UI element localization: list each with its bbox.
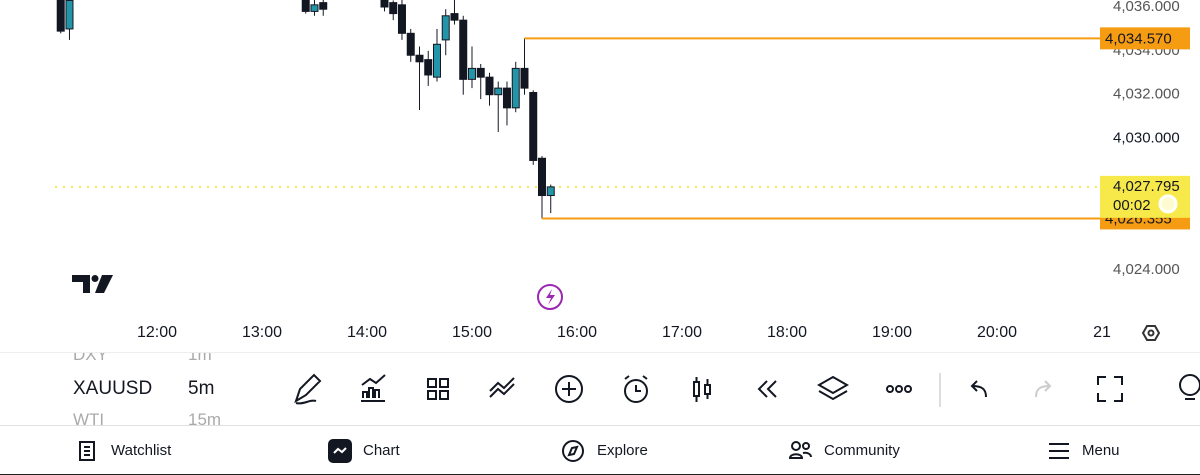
interval[interactable]: 5m bbox=[188, 378, 215, 399]
candle-body bbox=[476, 67, 485, 78]
draw-icon[interactable] bbox=[294, 373, 322, 405]
countdown: 00:02 bbox=[1113, 197, 1151, 214]
candle-body bbox=[546, 186, 555, 197]
plot-area bbox=[55, 0, 1100, 220]
candle-body bbox=[537, 157, 546, 197]
tv-logo bbox=[72, 275, 113, 293]
event-icon[interactable] bbox=[537, 284, 563, 310]
candle-body bbox=[467, 67, 476, 80]
fullscreen-icon[interactable] bbox=[1097, 376, 1123, 402]
x-tick-label: 13:00 bbox=[242, 324, 282, 341]
candle-body bbox=[389, 2, 398, 15]
price-level-box bbox=[1100, 27, 1190, 50]
bottom-nav: Watchlist Chart Explore Community Menu bbox=[0, 425, 1200, 475]
candle-body bbox=[56, 0, 65, 32]
toolbar-icons bbox=[294, 373, 1200, 407]
chart-type-icon[interactable] bbox=[693, 377, 711, 402]
y-tick-label: 4,032.000 bbox=[1113, 86, 1180, 103]
undo-icon[interactable] bbox=[970, 380, 987, 398]
candle-body bbox=[397, 4, 406, 34]
y-tick-label: 4,030.000 bbox=[1113, 130, 1180, 147]
candle-body bbox=[441, 15, 450, 41]
x-tick-label: 18:00 bbox=[767, 324, 807, 341]
nav-item[interactable]: Watchlist bbox=[111, 442, 172, 459]
interval[interactable]: 1m bbox=[188, 352, 212, 364]
nav-icons bbox=[79, 439, 1069, 463]
symbol[interactable]: WTI bbox=[73, 410, 105, 426]
candle-body bbox=[520, 67, 529, 89]
nav-item[interactable]: Community bbox=[824, 442, 900, 459]
ideas-icon[interactable] bbox=[1179, 374, 1200, 400]
interval[interactable]: 15m bbox=[188, 410, 222, 426]
replay-icon[interactable] bbox=[757, 380, 777, 398]
live-dot bbox=[1158, 194, 1178, 214]
candle-body bbox=[529, 92, 538, 161]
current-price-box bbox=[1100, 175, 1190, 218]
x-tick-label: 21 bbox=[1093, 324, 1111, 341]
x-tick-label: 16:00 bbox=[557, 324, 597, 341]
y-tick-label: 4,024.000 bbox=[1113, 261, 1180, 278]
candle-body bbox=[415, 54, 424, 63]
y-tick-label: 4,036.000 bbox=[1113, 0, 1180, 15]
layers-icon[interactable] bbox=[816, 375, 850, 401]
x-tick-label: 12:00 bbox=[137, 324, 177, 341]
candle-body bbox=[406, 32, 415, 56]
layout-icon[interactable] bbox=[427, 378, 449, 400]
candle-body bbox=[310, 4, 319, 12]
x-tick-label: 17:00 bbox=[662, 324, 702, 341]
settings-icon[interactable] bbox=[1141, 325, 1161, 341]
compare-icon[interactable] bbox=[489, 377, 515, 398]
candle-body bbox=[502, 87, 511, 109]
current-price-label: 4,027.795 bbox=[1113, 178, 1180, 195]
x-tick-label: 20:00 bbox=[977, 324, 1017, 341]
candle-body bbox=[319, 2, 328, 10]
alert-icon[interactable] bbox=[624, 375, 648, 403]
nav-item[interactable]: Explore bbox=[597, 442, 648, 459]
candle-body bbox=[380, 0, 389, 8]
symbol[interactable]: XAUUSD bbox=[73, 378, 153, 399]
price-level-label: 4,034.570 bbox=[1105, 30, 1172, 47]
candle-body bbox=[494, 87, 503, 96]
candle-body bbox=[424, 59, 433, 76]
chart: 12:00 13:00 14:00 15:00 16:00 17:00 18:00 19:00… bbox=[55, 0, 1190, 341]
candle-body bbox=[432, 43, 441, 78]
candle-body bbox=[459, 19, 468, 80]
symbol[interactable]: DXY bbox=[73, 352, 108, 364]
candle-body bbox=[511, 67, 520, 109]
nav-item[interactable]: Chart bbox=[363, 442, 400, 459]
toolbar: DXY 1m XAUUSD 5m WTI 15m bbox=[0, 352, 1200, 426]
x-tick-label: 19:00 bbox=[872, 324, 912, 341]
x-tick-label: 15:00 bbox=[452, 324, 492, 341]
redo-icon[interactable] bbox=[1035, 380, 1052, 398]
axes: 12:00 13:00 14:00 15:00 16:00 17:00 18:00 19:00… bbox=[137, 0, 1190, 341]
add-icon[interactable] bbox=[555, 375, 583, 403]
candle-body bbox=[301, 0, 310, 12]
nav-item[interactable]: Menu bbox=[1082, 442, 1120, 459]
candle-body bbox=[485, 76, 494, 96]
x-tick-label: 14:00 bbox=[347, 324, 387, 341]
indicators-icon[interactable] bbox=[361, 374, 386, 402]
more-icon[interactable] bbox=[886, 385, 912, 393]
candle-body bbox=[450, 13, 459, 21]
candle-body bbox=[65, 0, 74, 30]
